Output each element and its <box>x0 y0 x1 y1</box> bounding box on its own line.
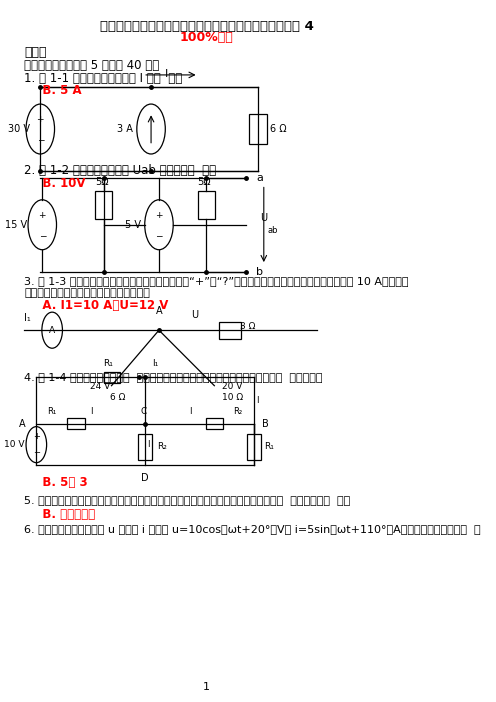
Text: B. 5， 3: B. 5， 3 <box>30 476 88 489</box>
Bar <box>198 192 215 219</box>
Bar <box>67 418 85 430</box>
Text: A. I1=10 A，U=12 V: A. I1=10 A，U=12 V <box>30 299 169 312</box>
Bar <box>104 372 120 383</box>
Text: 10 V: 10 V <box>4 440 25 449</box>
Text: U: U <box>191 310 198 320</box>
Bar <box>247 434 261 460</box>
Text: 20 V: 20 V <box>222 382 243 391</box>
Text: I: I <box>165 69 169 79</box>
Text: +: + <box>155 211 163 220</box>
Text: B. 5 A: B. 5 A <box>30 84 82 97</box>
Text: 3. 图 1-3 所示的电路中，电流表的正、负接线端用“+”、“?”号标出，现电流表指针正向偏转，示数为 10 A，有关电: 3. 图 1-3 所示的电路中，电流表的正、负接线端用“+”、“?”号标出，现电… <box>24 276 409 286</box>
Text: A: A <box>49 326 55 335</box>
Text: B. 10V: B. 10V <box>30 177 86 190</box>
Text: I: I <box>256 396 258 405</box>
Text: I: I <box>147 440 150 449</box>
Text: R₂: R₂ <box>234 407 243 416</box>
Text: 5Ω: 5Ω <box>197 177 211 187</box>
Text: 流、电压方向也表示在图中，则（）正确。: 流、电压方向也表示在图中，则（）正确。 <box>24 289 150 298</box>
Text: 100%通过: 100%通过 <box>180 31 233 44</box>
Text: I: I <box>189 407 192 416</box>
Text: B: B <box>262 419 268 429</box>
Text: −: − <box>33 449 40 458</box>
Text: a: a <box>256 173 263 183</box>
Bar <box>138 434 152 460</box>
Text: 5. 用叠加定理分析电路时，当其中一个电源单独作用时，其他电源应置零，即电压源（  ）、电流源（  ）。: 5. 用叠加定理分析电路时，当其中一个电源单独作用时，其他电源应置零，即电压源（… <box>24 495 351 505</box>
Text: 6 Ω: 6 Ω <box>270 124 286 134</box>
Bar <box>219 322 241 338</box>
Text: 30 V: 30 V <box>7 124 30 134</box>
Text: +: + <box>37 115 44 124</box>
Text: D: D <box>141 473 149 483</box>
Text: A: A <box>19 419 26 429</box>
Text: 4. 图 1-4 所示的电路中包含（  ）条支路，用支路电流法分析该电路，需要列写（  ）个方程。: 4. 图 1-4 所示的电路中包含（ ）条支路，用支路电流法分析该电路，需要列写… <box>24 372 323 383</box>
Text: 一、选择题（每小题 5 分，共 40 分）: 一、选择题（每小题 5 分，共 40 分） <box>24 59 160 72</box>
Bar <box>206 418 223 430</box>
Text: 3 Ω: 3 Ω <box>240 322 255 331</box>
Text: 5Ω: 5Ω <box>95 177 109 187</box>
Text: A: A <box>156 306 162 317</box>
Text: −: − <box>155 232 163 240</box>
Text: b: b <box>256 267 263 277</box>
Text: R₂: R₂ <box>157 442 167 451</box>
Text: 5 V: 5 V <box>125 220 141 230</box>
Bar <box>95 192 112 219</box>
Text: +: + <box>33 432 40 441</box>
Bar <box>249 114 266 145</box>
Text: −: − <box>37 135 44 145</box>
Text: B. 短路，开路: B. 短路，开路 <box>30 508 96 520</box>
Text: R₁: R₁ <box>48 407 57 416</box>
Text: 24 V: 24 V <box>89 382 110 391</box>
Text: R₁: R₁ <box>264 442 274 451</box>
Text: 6 Ω: 6 Ω <box>110 392 125 402</box>
Text: 6. 已知电路某元件的电压 u 和电流 i 分别为 u=10cos（ωt+20°）V， i=5sin（ωt+110°）A，则该元件的性质是（  ）: 6. 已知电路某元件的电压 u 和电流 i 分别为 u=10cos（ωt+20°… <box>24 524 481 534</box>
Text: I₁: I₁ <box>152 359 158 368</box>
Text: 最新国家开放大学电大《电工电子技术》机考试题及答憈 4: 最新国家开放大学电大《电工电子技术》机考试题及答憈 4 <box>100 20 313 33</box>
Text: I: I <box>90 407 93 416</box>
Text: ab: ab <box>268 226 278 234</box>
Text: 2. 图 1-2 所示电路中，电压 Uab 的数値是（  ）。: 2. 图 1-2 所示电路中，电压 Uab 的数値是（ ）。 <box>24 164 217 177</box>
Text: 3 A: 3 A <box>118 124 133 134</box>
Text: 10 Ω: 10 Ω <box>222 392 244 402</box>
Text: +: + <box>39 211 46 220</box>
Text: R₁: R₁ <box>103 359 113 368</box>
Text: U: U <box>260 213 267 223</box>
Text: C: C <box>140 407 146 416</box>
Text: 1: 1 <box>203 682 210 692</box>
Text: −: − <box>39 232 46 240</box>
Text: 1. 图 1-1 所示的电路中，电流 I 为（  ）。: 1. 图 1-1 所示的电路中，电流 I 为（ ）。 <box>24 72 183 85</box>
Text: 第四套: 第四套 <box>24 46 47 59</box>
Text: 15 V: 15 V <box>5 220 28 230</box>
Text: I₁: I₁ <box>24 312 31 323</box>
